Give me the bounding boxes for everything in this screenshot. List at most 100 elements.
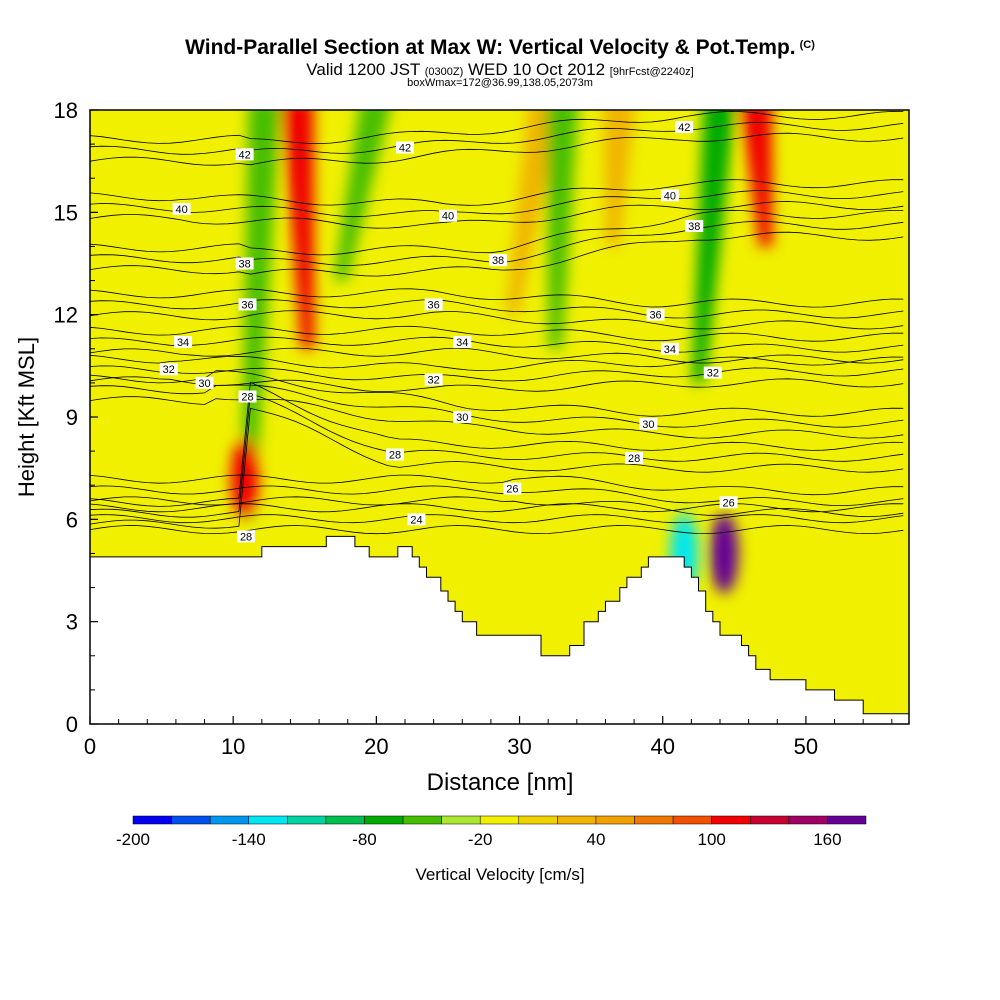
x-tick-label: 20	[364, 734, 388, 759]
colorbar-tick-label: 100	[697, 830, 725, 849]
velocity-core	[710, 513, 739, 594]
contour-label: 38	[492, 255, 504, 267]
contour-label-box	[235, 148, 254, 161]
contour-label-box	[719, 496, 738, 509]
contour-label-box	[438, 209, 457, 222]
x-axis-label: Distance [nm]	[427, 769, 574, 796]
y-tick-label: 15	[54, 200, 78, 225]
theta-contour-line	[90, 209, 904, 256]
contour-labels: 24 26 26 28 28 28 28 30 30 30 32 32 32 34 34 34 36 36 36 38…	[159, 121, 738, 543]
y-tick-label: 0	[66, 712, 78, 737]
contour-label: 30	[642, 419, 654, 431]
contour-label: 38	[239, 259, 251, 271]
theta-contour-line	[90, 525, 904, 535]
contour-label: 34	[456, 337, 468, 349]
theta-contour-line	[90, 354, 904, 372]
contour-label: 40	[664, 190, 676, 202]
contour-label-box	[195, 376, 214, 389]
velocity-plume	[282, 110, 315, 349]
x-tick-label: 10	[221, 734, 245, 759]
valid-date: WED 10 Oct 2012	[468, 60, 606, 79]
contour-label-box	[396, 141, 414, 154]
contour-label: 38	[688, 221, 700, 233]
contour-label: 30	[456, 412, 468, 424]
theta-contour-line	[90, 231, 904, 277]
theta-contour-line	[90, 110, 904, 145]
velocity-plume	[546, 110, 578, 349]
contour-label-box	[625, 451, 644, 464]
y-tick-label: 18	[54, 98, 78, 123]
chart-subtitle: Valid 1200 JST (0300Z) WED 10 Oct 2012 […	[0, 60, 1000, 80]
colorbar-swatch	[750, 815, 790, 825]
theta-contour-line	[90, 201, 904, 229]
colorbar-tick-label: 40	[586, 830, 605, 849]
colorbar-swatch	[441, 815, 481, 825]
colorbar-swatch	[595, 815, 635, 825]
colorbar-swatch	[479, 815, 520, 825]
colorbar-tick-label: 160	[813, 830, 841, 849]
contour-label: 36	[241, 299, 253, 311]
theta-contour-line	[90, 496, 904, 518]
terrain	[90, 535, 909, 724]
velocity-plume	[692, 110, 735, 383]
contour-label-box	[453, 335, 472, 348]
contour-label-box	[238, 390, 257, 403]
contour-label-box	[660, 342, 679, 355]
contour-label-box	[407, 513, 426, 526]
contour-label-box	[172, 202, 191, 215]
contour-label: 34	[664, 344, 676, 356]
contour-label-box	[675, 121, 694, 134]
contour-label: 28	[389, 450, 401, 462]
theta-contour-line	[90, 179, 904, 206]
theta-contour-line	[90, 365, 904, 382]
contour-label: 42	[399, 143, 411, 155]
colorbar-swatch	[827, 815, 867, 825]
theta-contour-line	[90, 514, 904, 524]
colorbar-tick-label: -20	[468, 830, 493, 849]
contour-label: 42	[678, 122, 690, 134]
contour-label-box	[235, 257, 254, 270]
colorbar-swatch	[402, 815, 442, 825]
velocity-plume	[241, 110, 281, 520]
colorbar-swatch	[788, 815, 828, 825]
copyright-mark: (C)	[799, 39, 815, 51]
chart-title-text: Wind-Parallel Section at Max W: Vertical…	[185, 36, 796, 59]
theta-contour-line	[90, 325, 904, 342]
colorbar-swatch	[248, 815, 288, 825]
contour-label-box	[489, 254, 508, 267]
y-axis-label: Height [Kft MSL]	[14, 337, 39, 497]
contour-label: 26	[506, 484, 518, 496]
contour-label: 32	[163, 364, 175, 376]
contour-label: 28	[628, 453, 640, 465]
valid-time: Valid 1200 JST	[306, 60, 421, 79]
colorbar-tick-label: -80	[352, 830, 377, 849]
contour-label: 32	[428, 374, 440, 386]
contour-label-box	[238, 298, 257, 311]
contour-label-box	[646, 308, 665, 321]
theta-contour-line	[90, 474, 904, 496]
colorbar-swatch	[518, 815, 558, 825]
contour-label-box	[685, 219, 704, 232]
contour-label-box	[159, 363, 178, 376]
velocity-plume	[741, 110, 773, 247]
theta-contour-line	[90, 376, 904, 392]
colorbar-tick-label: -140	[232, 830, 266, 849]
contour-label-box	[503, 482, 522, 495]
theta-contour-line	[90, 407, 904, 529]
velocity-plume	[603, 110, 635, 247]
contour-label-box	[703, 366, 722, 379]
contour-label-box	[424, 298, 443, 311]
velocity-plume	[505, 110, 560, 315]
x-tick-label: 40	[650, 734, 674, 759]
colorbar-swatch	[287, 815, 327, 825]
colorbar-swatch	[557, 815, 597, 825]
theta-contour-line	[90, 288, 904, 308]
theta-contour-line	[90, 381, 904, 507]
x-tick-label: 30	[507, 734, 531, 759]
theta-contour-line	[90, 485, 904, 506]
theta-contour-line	[90, 190, 904, 218]
colorbar-swatch	[634, 815, 674, 825]
colorbar-tick-label: -200	[116, 830, 150, 849]
contour-label: 40	[442, 211, 454, 223]
